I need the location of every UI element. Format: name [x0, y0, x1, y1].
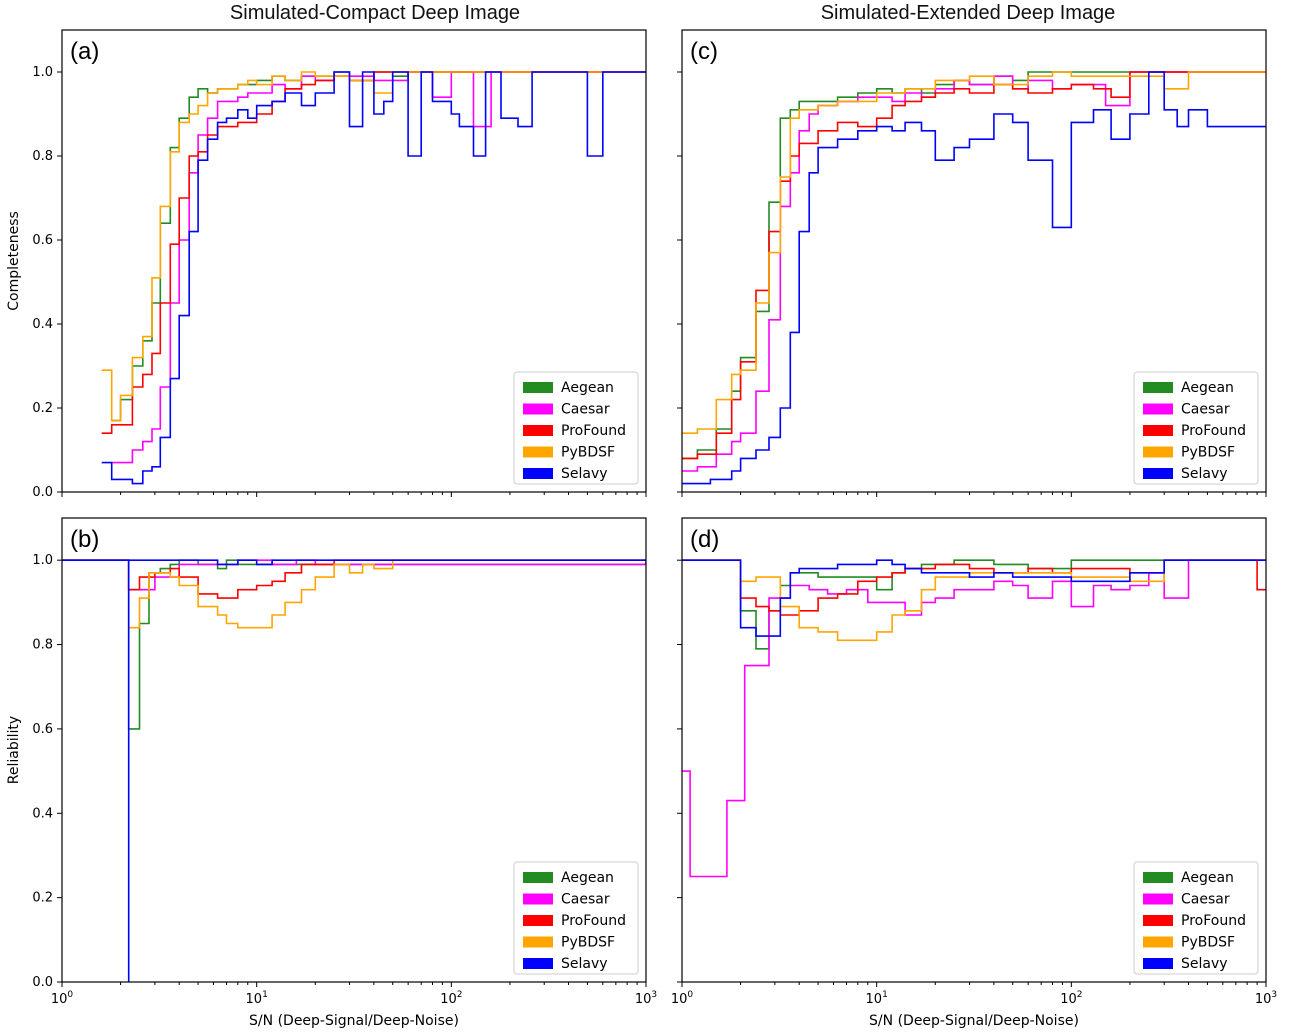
legend-label-pybdsf: PyBDSF: [561, 445, 615, 461]
legend-label-selavy: Selavy: [561, 466, 608, 482]
legend-swatch-pybdsf: [523, 446, 553, 458]
x-tick-label: 101: [866, 990, 888, 1007]
series-line-selavy: [682, 71, 1266, 485]
legend-swatch-pybdsf: [1143, 936, 1173, 948]
legend-label-pybdsf: PyBDSF: [1181, 445, 1235, 461]
legend-label-caesar: Caesar: [561, 892, 610, 908]
legend: Aegean Caesar ProFound PyBDSF Selavy: [1133, 371, 1259, 485]
x-tick-label: 103: [635, 990, 657, 1007]
legend-label-selavy: Selavy: [1181, 466, 1228, 482]
x-tick-label: 100: [671, 990, 694, 1007]
legend-swatch-profound: [523, 915, 553, 926]
legend-swatch-profound: [1143, 915, 1173, 926]
legend-swatch-caesar: [1143, 893, 1173, 905]
legend: Aegean Caesar ProFound PyBDSF Selavy: [1133, 861, 1259, 975]
y-tick-label: 0.4: [32, 806, 53, 821]
chart-panel-2: (c) Aegean Caesar ProFound PyBDSF Selavy: [677, 29, 1267, 497]
legend-swatch-selavy: [1143, 468, 1173, 479]
x-axis-label: S/N (Deep-Signal/Deep-Noise): [869, 1013, 1079, 1029]
legend-swatch-profound: [1143, 425, 1173, 436]
plot-frame: [681, 517, 1267, 983]
y-tick-label: 1.0: [32, 65, 53, 80]
y-tick-label: 0.8: [32, 149, 53, 164]
legend-swatch-aegean: [1143, 872, 1173, 883]
legend-label-aegean: Aegean: [1181, 380, 1234, 396]
legend-label-pybdsf: PyBDSF: [1181, 935, 1235, 951]
plot-frame: [61, 29, 647, 493]
panel-label: (d): [690, 526, 719, 553]
series-line-pybdsf: [101, 71, 646, 422]
legend-swatch-aegean: [523, 872, 553, 883]
y-tick-label: 0.8: [32, 638, 53, 653]
x-tick-label: 103: [1255, 990, 1277, 1007]
legend: Aegean Caesar ProFound PyBDSF Selavy: [513, 371, 639, 485]
legend-swatch-aegean: [1143, 382, 1173, 393]
legend-label-caesar: Caesar: [561, 402, 610, 418]
series-line-aegean: [111, 71, 646, 422]
legend-label-pybdsf: PyBDSF: [561, 935, 615, 951]
legend-swatch-caesar: [523, 893, 553, 905]
column-title-extended: Simulated-Extended Deep Image: [820, 2, 1116, 24]
legend-swatch-caesar: [523, 403, 553, 415]
legend-label-profound: ProFound: [1181, 913, 1246, 929]
y-axis-label: Completeness: [6, 211, 22, 311]
legend-swatch-profound: [523, 425, 553, 436]
series-line-caesar: [682, 559, 1266, 878]
legend-label-caesar: Caesar: [1181, 402, 1230, 418]
legend-swatch-pybdsf: [523, 936, 553, 948]
panel-label: (a): [70, 38, 99, 65]
y-tick-label: 0.6: [32, 233, 53, 248]
y-tick-label: 0.0: [32, 975, 53, 990]
legend-label-aegean: Aegean: [561, 380, 614, 396]
legend-label-aegean: Aegean: [561, 870, 614, 886]
x-tick-label: 102: [1060, 990, 1082, 1007]
y-tick-label: 0.0: [32, 485, 53, 500]
legend-label-selavy: Selavy: [561, 956, 608, 972]
x-tick-label: 102: [440, 990, 462, 1007]
series-line-pybdsf: [62, 559, 646, 629]
legend-label-profound: ProFound: [561, 913, 626, 929]
x-axis-label: S/N (Deep-Signal/Deep-Noise): [249, 1013, 459, 1029]
column-title-compact: Simulated-Compact Deep Image: [229, 2, 521, 24]
legend-swatch-selavy: [523, 958, 553, 969]
chart-panel-1: 0.0 0.2 0.4 0.6 0.8 1.0 (a) Completeness Aegean C…: [6, 29, 647, 500]
series-line-selavy: [62, 559, 646, 982]
legend-swatch-pybdsf: [1143, 446, 1173, 458]
legend-swatch-aegean: [523, 382, 553, 393]
legend-label-selavy: Selavy: [1181, 956, 1228, 972]
legend-swatch-caesar: [1143, 403, 1173, 415]
series-line-profound: [682, 559, 1266, 616]
y-tick-label: 0.6: [32, 722, 53, 737]
series-line-selavy: [101, 71, 646, 485]
legend-label-aegean: Aegean: [1181, 870, 1234, 886]
y-tick-label: 1.0: [32, 553, 53, 568]
series-line-pybdsf: [682, 559, 1266, 642]
legend-swatch-selavy: [523, 468, 553, 479]
y-axis-label: Reliability: [6, 716, 22, 784]
panel-label: (b): [70, 526, 99, 553]
legend-label-profound: ProFound: [1181, 423, 1246, 439]
panel-label: (c): [690, 38, 718, 65]
x-tick-label: 101: [246, 990, 268, 1007]
plot-frame: [61, 517, 647, 983]
series-line-pybdsf: [682, 71, 1266, 434]
chart-panel-4: 100 101 102 103 (d) S/N (Deep-Signal/Deep-Noi…: [671, 517, 1277, 1029]
y-tick-label: 0.4: [32, 317, 53, 332]
y-tick-label: 0.2: [32, 401, 53, 416]
legend-label-caesar: Caesar: [1181, 892, 1230, 908]
legend: Aegean Caesar ProFound PyBDSF Selavy: [513, 861, 639, 975]
legend-label-profound: ProFound: [561, 423, 626, 439]
plot-frame: [681, 29, 1267, 493]
legend-swatch-selavy: [1143, 958, 1173, 969]
series-line-selavy: [682, 559, 1266, 637]
y-tick-label: 0.2: [32, 891, 53, 906]
chart-panel-3: 0.0 0.2 0.4 0.6 0.8 1.0 100 101 102 103 (b) Reliabi…: [6, 517, 657, 1029]
x-tick-label: 100: [51, 990, 74, 1007]
